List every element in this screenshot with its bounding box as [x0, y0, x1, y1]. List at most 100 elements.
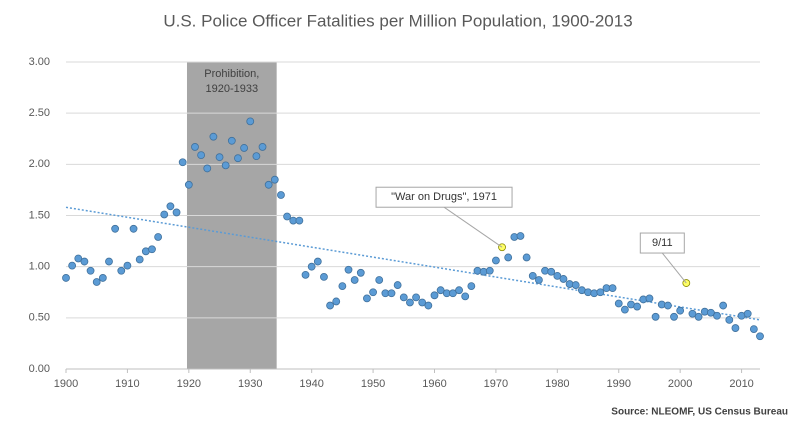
- data-point: [86, 266, 95, 275]
- data-point: [117, 266, 126, 275]
- data-point: [98, 274, 107, 282]
- data-point: [455, 286, 463, 295]
- data-point: [129, 224, 138, 233]
- data-point: [74, 254, 83, 263]
- data-point: [80, 257, 89, 266]
- data-point: [688, 309, 697, 318]
- data-point: [731, 324, 740, 332]
- y-tick-label: 0.50: [29, 312, 50, 324]
- x-tick-label: 2010: [729, 378, 753, 390]
- data-point: [172, 208, 181, 217]
- data-point: [148, 245, 156, 254]
- data-point: [191, 143, 199, 151]
- x-tick-label: 2000: [668, 378, 692, 390]
- x-tick-label: 1900: [54, 378, 78, 390]
- data-point: [258, 143, 267, 151]
- data-point: [663, 301, 672, 310]
- data-point: [406, 298, 414, 307]
- data-point: [92, 278, 101, 286]
- x-tick-label: 1920: [177, 378, 201, 390]
- data-point: [135, 255, 144, 264]
- data-point: [307, 262, 316, 271]
- x-tick-label: 1960: [422, 378, 446, 390]
- y-tick-label: 1.50: [29, 209, 50, 221]
- data-point: [412, 293, 420, 302]
- callout-leader: [661, 252, 687, 284]
- data-point: [301, 270, 310, 279]
- data-point: [215, 153, 224, 162]
- data-point: [320, 272, 328, 281]
- y-tick-label: 0.00: [29, 363, 50, 375]
- data-point: [608, 284, 617, 293]
- y-tick-label: 2.50: [29, 107, 50, 119]
- data-point: [295, 216, 304, 225]
- data-point: [184, 180, 193, 189]
- data-point: [332, 297, 341, 306]
- data-point: [645, 294, 654, 303]
- data-point: [270, 175, 279, 184]
- callout-box: [639, 232, 685, 254]
- data-point: [197, 151, 206, 160]
- data-point: [369, 288, 377, 297]
- data-point: [68, 261, 77, 270]
- data-point: [240, 144, 249, 152]
- data-point: [160, 210, 169, 219]
- data-point: [277, 191, 285, 199]
- shade-label: Prohibition,: [204, 68, 259, 80]
- data-point: [467, 282, 476, 291]
- data-point: [264, 180, 273, 189]
- data-point: [756, 332, 764, 341]
- data-point: [528, 271, 537, 280]
- data-point: [62, 274, 70, 282]
- data-point: [363, 294, 371, 303]
- y-tick-label: 3.00: [29, 56, 50, 68]
- data-point: [461, 292, 470, 301]
- callout-label: "War on Drugs", 1971: [391, 191, 497, 203]
- data-point: [553, 271, 562, 280]
- callout-leader: [443, 206, 503, 248]
- data-point: [620, 305, 629, 314]
- data-point: [725, 315, 734, 324]
- data-point: [516, 232, 525, 240]
- x-tick-label: 1950: [361, 378, 385, 390]
- data-point: [743, 309, 752, 318]
- data-point: [596, 288, 605, 297]
- data-point: [719, 301, 728, 310]
- data-point: [246, 117, 255, 126]
- data-point: [706, 308, 715, 317]
- data-point: [356, 268, 365, 277]
- data-point: [547, 267, 556, 276]
- data-point: [123, 261, 132, 270]
- callout-label: 9/11: [652, 237, 673, 249]
- data-point: [326, 301, 334, 310]
- x-tick-label: 1990: [607, 378, 631, 390]
- data-point: [418, 298, 427, 307]
- data-point: [449, 289, 457, 298]
- data-point: [399, 293, 408, 302]
- data-point: [670, 312, 678, 321]
- data-point: [633, 302, 642, 311]
- data-point: [252, 152, 261, 161]
- data-point: [504, 253, 513, 262]
- chart-title: U.S. Police Officer Fatalities per Milli…: [163, 11, 632, 30]
- y-tick-label: 1.00: [29, 261, 50, 273]
- data-point: [203, 164, 212, 173]
- data-point: [154, 233, 163, 241]
- data-point: [535, 276, 543, 284]
- data-point: [430, 291, 439, 300]
- data-point: [676, 306, 685, 315]
- data-point: [350, 276, 359, 284]
- data-point: [209, 132, 218, 141]
- data-point: [492, 256, 500, 265]
- data-point: [485, 266, 494, 275]
- data-point: [651, 312, 660, 321]
- data-point: [571, 281, 580, 289]
- y-tick-label: 2.00: [29, 158, 50, 170]
- data-point: [221, 161, 230, 170]
- x-tick-label: 1910: [115, 378, 139, 390]
- x-tick-label: 1940: [299, 378, 323, 390]
- data-point: [694, 312, 703, 321]
- data-point: [436, 286, 445, 295]
- data-point: [178, 158, 187, 167]
